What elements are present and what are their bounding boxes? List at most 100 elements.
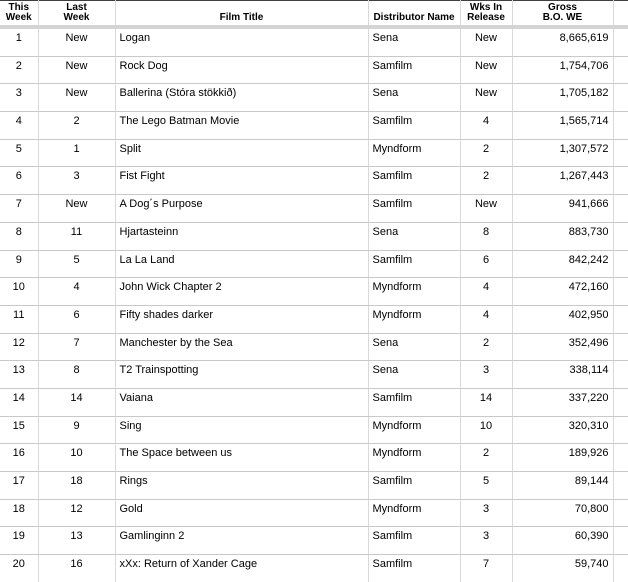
cell-distributor: Sena [367,27,460,57]
cell-gross: 60,390 [511,526,613,556]
table-header: This Week Last Week Film Title Distributor … [0,0,628,29]
cell-wks-in-release: 14 [459,388,512,417]
cell-distributor: Samfilm [367,250,460,279]
cell-spacer [612,139,628,168]
table-row: 6 3 Fist Fight Samfilm 2 1,267,443 [0,166,628,196]
cell-gross: 472,160 [511,277,613,306]
table-row: 12 7 Manchester by the Sea Sena 2 352,496 [0,333,628,362]
cell-last-week: 4 [37,277,115,306]
cell-wks-in-release: 5 [459,471,512,500]
cell-spacer [612,333,628,362]
cell-last-week: 7 [37,333,115,362]
col-header-distributor-name: Distributor Name [367,0,460,29]
cell-distributor: Sena [367,83,460,113]
cell-distributor: Samfilm [367,194,460,223]
cell-gross: 70,800 [511,499,613,528]
cell-film-title: Ballerina (Stóra stökkið) [114,83,368,113]
cell-last-week: New [37,83,115,113]
cell-this-week: 3 [0,83,38,113]
cell-spacer [612,360,628,389]
cell-this-week: 13 [0,360,38,389]
cell-wks-in-release: 2 [459,443,512,472]
cell-this-week: 5 [0,139,38,168]
cell-distributor: Sena [367,360,460,389]
cell-this-week: 7 [0,194,38,223]
col-header-gross-bo-we: Gross B.O. WE [511,0,613,29]
col-header-this-week: This Week [0,0,38,29]
cell-film-title: Gamlinginn 2 [114,526,368,556]
table-row: 16 10 The Space between us Myndform 2 189,926 [0,443,628,472]
cell-wks-in-release: 2 [459,333,512,362]
cell-wks-in-release: 2 [459,139,512,168]
cell-distributor: Samfilm [367,166,460,196]
cell-wks-in-release: 10 [459,416,512,445]
cell-this-week: 2 [0,56,38,85]
col-header-wks-in-release: Wks In Release [459,0,512,29]
table-row: 5 1 Split Myndform 2 1,307,572 [0,139,628,168]
col-header-last-week: Last Week [37,0,115,29]
cell-film-title: Fifty shades darker [114,305,368,334]
cell-distributor: Samfilm [367,111,460,140]
cell-film-title: Rings [114,471,368,500]
cell-this-week: 20 [12,558,25,571]
cell-spacer [612,499,628,528]
cell-this-week: 11 [0,305,38,334]
cell-film-title: The Space between us [114,443,368,472]
cell-gross: 8,665,619 [511,27,613,57]
cell-wks-in-release: New [459,27,512,57]
table-row: 18 12 Gold Myndform 3 70,800 [0,499,628,528]
cell-gross: 842,242 [511,250,613,279]
cell-last-week: 12 [37,499,115,528]
cell-wks-in-release: 3 [459,499,512,528]
cell-distributor: Myndform [367,416,460,445]
cell-this-week: 15 [0,416,38,445]
cell-this-week: 12 [0,333,38,362]
cell-this-week: 16 [0,443,38,472]
col-header-film-title: Film Title [114,0,368,29]
cell-spacer [612,194,628,223]
cell-wks-in-release: 3 [459,360,512,389]
cell-spacer [612,56,628,85]
cell-distributor: Samfilm [367,56,460,85]
cell-last-week: 13 [37,526,115,556]
cell-last-week: 16 [37,554,115,582]
table-row: 4 2 The Lego Batman Movie Samfilm 4 1,565,714 [0,111,628,140]
cell-distributor: Myndform [367,499,460,528]
cell-last-week: 11 [37,222,115,251]
cell-this-week: 4 [0,111,38,140]
cell-film-title: La La Land [114,250,368,279]
cell-gross: 59,740 [511,554,613,582]
table-row: 11 6 Fifty shades darker Myndform 4 402,950 [0,305,628,334]
cell-distributor: Myndform [367,305,460,334]
cell-distributor: Samfilm [367,554,460,582]
cell-this-week: 1 [0,27,38,57]
cell-last-week: 8 [37,360,115,389]
table-row: 15 9 Sing Myndform 10 320,310 [0,416,628,445]
table-row: 13 8 T2 Trainspotting Sena 3 338,114 [0,360,628,389]
cell-wks-in-release: 4 [459,277,512,306]
cell-gross: 1,754,706 [511,56,613,85]
table-row: 2 New Rock Dog Samfilm New 1,754,706 [0,56,628,85]
cell-distributor: Samfilm [367,471,460,500]
cell-this-week: 14 [0,388,38,417]
cell-wks-in-release: New [459,83,512,113]
cell-last-week: 9 [37,416,115,445]
cell-spacer [612,305,628,334]
cell-this-week: 19 [0,526,38,556]
cell-film-title: Gold [114,499,368,528]
cell-gross: 883,730 [511,222,613,251]
cell-film-title: Rock Dog [114,56,368,85]
cell-spacer [612,416,628,445]
cell-wks-in-release: 6 [459,250,512,279]
cell-film-title: Hjartasteinn [114,222,368,251]
cell-gross: 1,705,182 [511,83,613,113]
cell-distributor: Myndform [367,139,460,168]
table-body: 1 New Logan Sena New 8,665,619 2 New Rock Dog Sam… [0,27,628,582]
cell-wks-in-release: 2 [459,166,512,196]
table-row: 20 16 xXx: Return of Xander Cage Samfilm 7 59… [0,554,628,582]
cell-spacer [612,554,628,582]
cell-distributor: Sena [367,333,460,362]
cell-last-week: 3 [37,166,115,196]
cell-gross: 402,950 [511,305,613,334]
cell-spacer [612,526,628,556]
